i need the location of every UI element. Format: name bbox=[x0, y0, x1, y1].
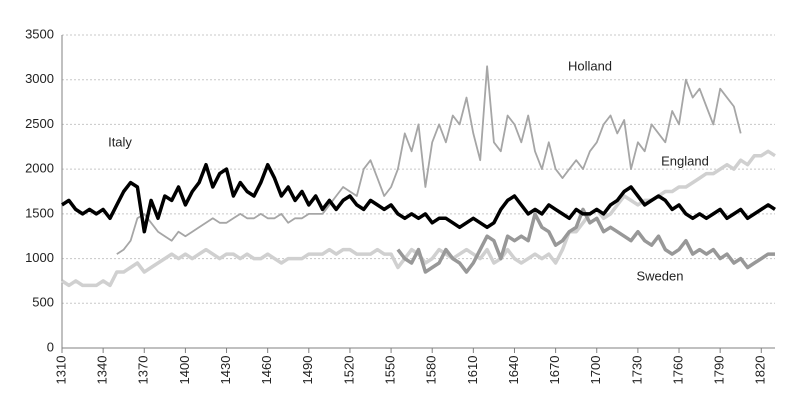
y-tick-label: 500 bbox=[32, 295, 54, 310]
x-tick-label: 1700 bbox=[588, 356, 603, 385]
x-tick-label: 1460 bbox=[259, 356, 274, 385]
x-tick-label: 1520 bbox=[341, 356, 356, 385]
x-tick-label: 1760 bbox=[670, 356, 685, 385]
x-tick-label: 1730 bbox=[629, 356, 644, 385]
y-tick-label: 3000 bbox=[25, 71, 54, 86]
x-tick-label: 1370 bbox=[136, 356, 151, 385]
x-tick-label: 1400 bbox=[177, 356, 192, 385]
y-tick-label: 2500 bbox=[25, 116, 54, 131]
series-label: Sweden bbox=[637, 268, 684, 283]
y-tick-label: 2000 bbox=[25, 161, 54, 176]
x-tick-label: 1340 bbox=[95, 356, 110, 385]
series-label: Holland bbox=[568, 58, 612, 73]
x-tick-label: 1610 bbox=[465, 356, 480, 385]
series-label: Italy bbox=[108, 134, 132, 149]
series-label: England bbox=[661, 153, 709, 168]
y-tick-label: 0 bbox=[47, 339, 54, 354]
y-tick-label: 1500 bbox=[25, 205, 54, 220]
x-tick-label: 1550 bbox=[383, 356, 398, 385]
series-line bbox=[61, 162, 776, 234]
x-tick-label: 1640 bbox=[506, 356, 521, 385]
series-line bbox=[116, 65, 742, 255]
y-tick-label: 1000 bbox=[25, 250, 54, 265]
series-line bbox=[396, 207, 775, 274]
x-tick-label: 1820 bbox=[753, 356, 768, 385]
x-tick-label: 1580 bbox=[424, 356, 439, 385]
x-tick-label: 1430 bbox=[218, 356, 233, 385]
y-tick-label: 3500 bbox=[25, 26, 54, 41]
x-tick-label: 1670 bbox=[547, 356, 562, 385]
x-tick-label: 1790 bbox=[712, 356, 727, 385]
x-tick-label: 1310 bbox=[53, 356, 68, 385]
x-tick-label: 1490 bbox=[300, 356, 315, 385]
